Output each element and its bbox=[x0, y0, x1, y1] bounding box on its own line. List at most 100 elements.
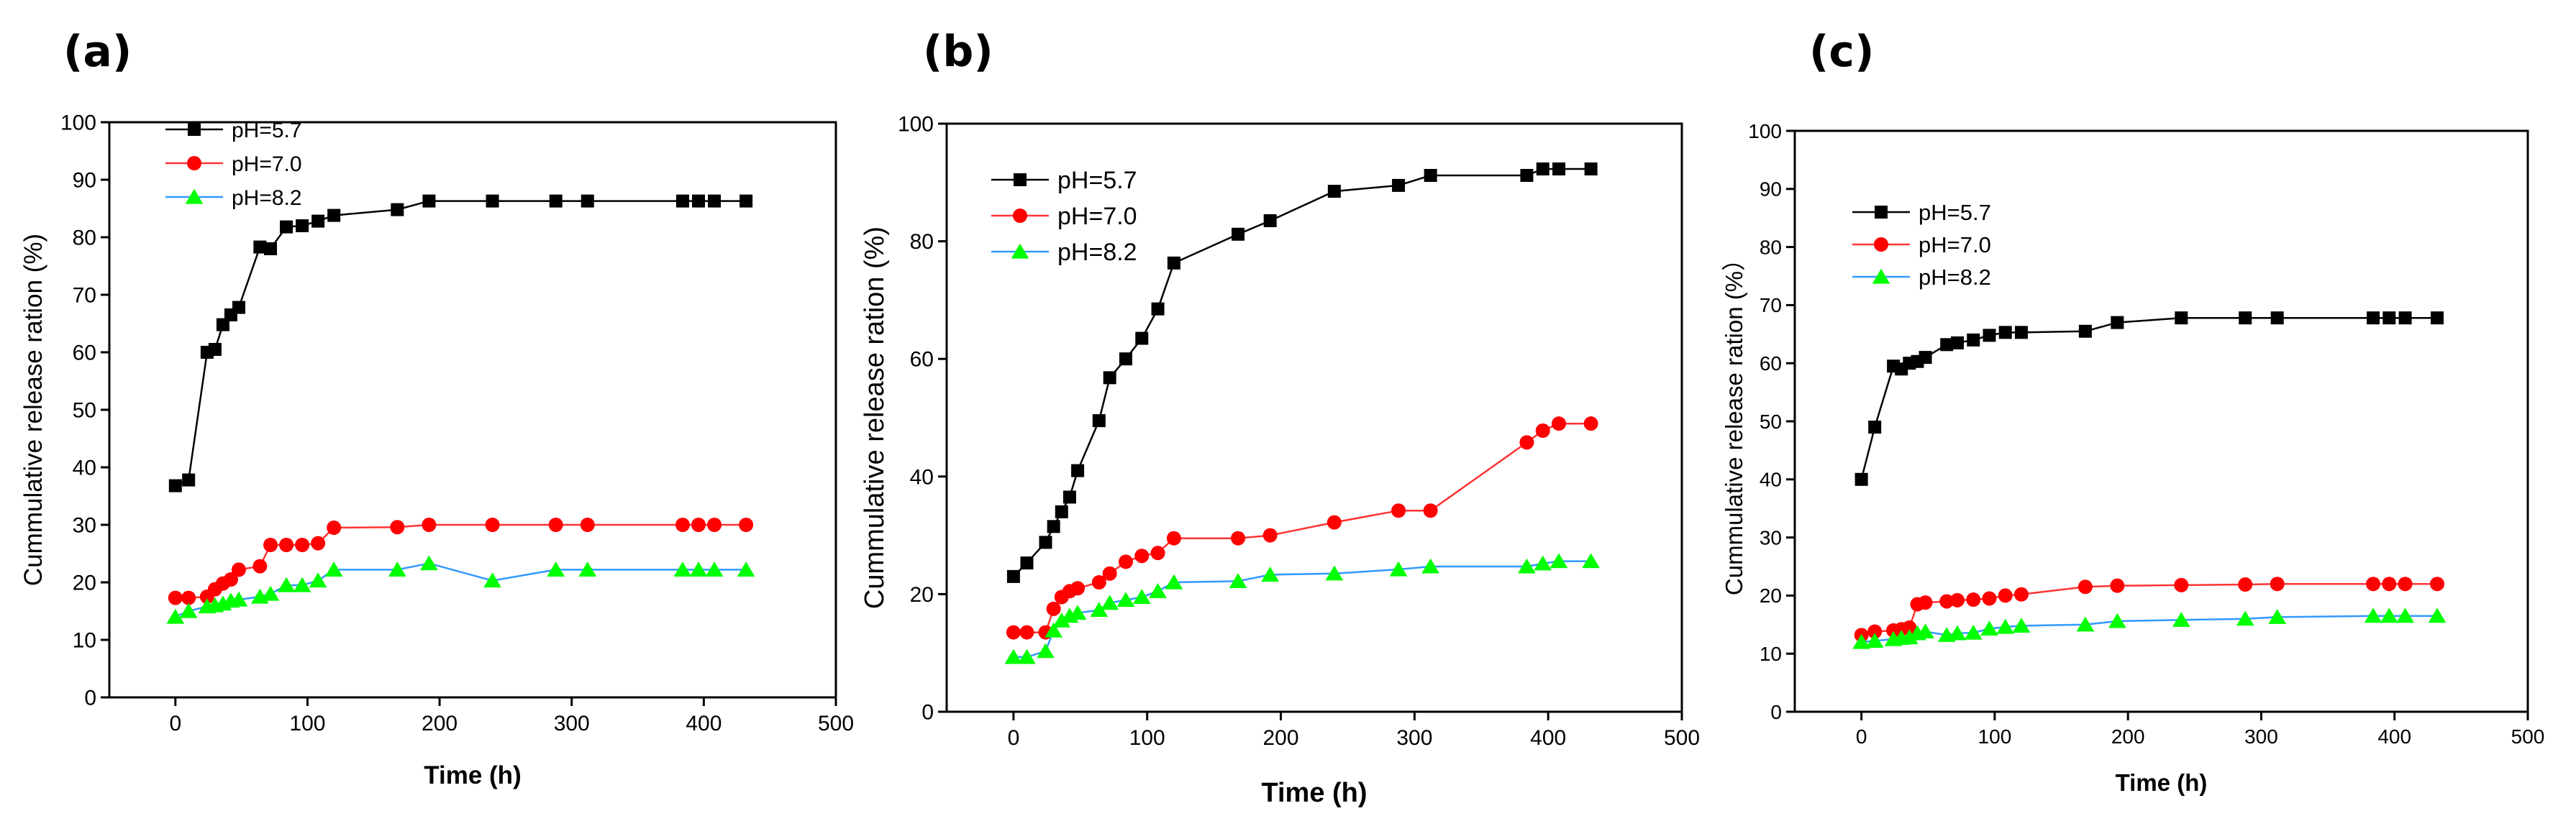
data-point bbox=[1037, 643, 1055, 659]
series-pH=8.2 bbox=[166, 555, 755, 624]
data-point bbox=[1006, 625, 1021, 640]
data-point bbox=[388, 561, 406, 577]
data-point bbox=[309, 572, 327, 588]
data-point bbox=[2382, 577, 2397, 592]
x-tick-label: 400 bbox=[2377, 725, 2411, 748]
y-tick-label: 0 bbox=[921, 701, 934, 725]
data-point bbox=[2268, 609, 2287, 624]
data-point bbox=[1044, 622, 1063, 638]
data-point bbox=[1055, 505, 1068, 518]
data-point bbox=[1047, 520, 1060, 533]
y-tick-label: 40 bbox=[1760, 469, 1782, 491]
data-point bbox=[1116, 592, 1135, 608]
series-pH=7.0 bbox=[1006, 416, 1598, 640]
y-tick-label: 30 bbox=[73, 514, 96, 538]
y-tick-label: 60 bbox=[910, 348, 934, 372]
data-point bbox=[280, 220, 293, 234]
data-point bbox=[1424, 168, 1437, 182]
panel-letter: (c) bbox=[1809, 27, 1874, 77]
data-point bbox=[1919, 351, 1932, 365]
data-point bbox=[1167, 256, 1180, 270]
data-point bbox=[293, 577, 311, 592]
data-point bbox=[2013, 587, 2029, 602]
data-point bbox=[581, 194, 594, 208]
x-tick-label: 500 bbox=[2511, 725, 2545, 748]
data-point bbox=[1134, 549, 1150, 564]
data-point bbox=[2396, 608, 2414, 623]
legend-marker bbox=[1011, 243, 1029, 259]
data-point bbox=[739, 518, 754, 532]
legend-marker bbox=[1014, 173, 1027, 186]
data-point bbox=[391, 203, 404, 216]
x-tick-label: 100 bbox=[1978, 725, 2012, 748]
data-point bbox=[2367, 311, 2380, 325]
x-tick-label: 500 bbox=[818, 712, 854, 735]
y-tick-label: 100 bbox=[60, 111, 96, 135]
data-point bbox=[1950, 592, 1965, 608]
chart-panel-a: (a) 0 10 20 30 40 50 60 70 80 90 100 0 100 200 300 400 50… bbox=[19, 27, 854, 789]
data-point bbox=[252, 559, 268, 574]
data-point bbox=[1948, 625, 1967, 641]
data-point bbox=[2175, 311, 2188, 325]
legend: pH=5.7 pH=7.0 pH=8.2 bbox=[1852, 200, 1991, 290]
data-point bbox=[708, 194, 722, 208]
data-point bbox=[1996, 618, 2015, 634]
chart-panel-c: (c) 0 10 20 30 40 50 60 70 80 90 100 0 100 200 300 400 50… bbox=[1721, 27, 2544, 796]
y-axis-label: Cummulative release ration (%) bbox=[19, 234, 47, 586]
series-line bbox=[1013, 422, 1591, 633]
data-point bbox=[1091, 575, 1106, 590]
data-point bbox=[2078, 324, 2092, 338]
data-point bbox=[548, 518, 563, 532]
data-point bbox=[739, 194, 753, 208]
x-tick-label: 300 bbox=[2244, 725, 2278, 748]
y-tick-label: 80 bbox=[73, 226, 96, 250]
y-tick-label: 100 bbox=[1748, 120, 1782, 142]
data-point bbox=[420, 555, 438, 571]
data-point bbox=[1980, 620, 1998, 636]
x-axis-label: Time (h) bbox=[1261, 778, 1367, 808]
legend-label: pH=5.7 bbox=[1057, 167, 1137, 194]
data-point bbox=[737, 561, 755, 577]
data-point bbox=[1039, 536, 1052, 549]
y-tick-label: 50 bbox=[1760, 411, 1782, 433]
data-point bbox=[1389, 561, 1408, 577]
legend-label: pH=5.7 bbox=[232, 119, 302, 142]
data-point bbox=[1018, 648, 1036, 664]
y-tick-label: 90 bbox=[73, 169, 96, 193]
data-point bbox=[1939, 594, 1954, 609]
x-tick-label: 0 bbox=[1856, 725, 1867, 748]
data-point bbox=[166, 608, 185, 624]
data-point bbox=[1423, 503, 1438, 518]
x-axis-label: Time (h) bbox=[2116, 769, 2208, 796]
data-point bbox=[327, 208, 341, 222]
y-tick-label: 80 bbox=[1760, 236, 1782, 258]
data-point bbox=[1062, 490, 1076, 504]
legend-marker bbox=[1874, 237, 1888, 252]
legend-label: pH=8.2 bbox=[232, 186, 302, 210]
data-point bbox=[1584, 162, 1598, 175]
data-point bbox=[1852, 633, 1871, 649]
y-tick-label: 20 bbox=[1760, 585, 1782, 607]
data-point bbox=[1421, 558, 1440, 574]
data-point bbox=[1520, 168, 1534, 182]
data-point bbox=[1940, 338, 1954, 352]
data-point bbox=[578, 561, 597, 577]
data-point bbox=[1103, 371, 1116, 385]
series-pH=5.7 bbox=[1006, 162, 1598, 583]
data-point bbox=[1004, 648, 1023, 664]
data-point bbox=[311, 214, 325, 228]
chart-panel-b: (b) 0 20 40 60 80 100 0 100 200 300 400 500 Time (h) C… bbox=[860, 27, 1700, 808]
legend-label: pH=8.2 bbox=[1919, 265, 1991, 290]
data-point bbox=[1006, 569, 1020, 583]
data-point bbox=[1998, 588, 2013, 603]
data-point bbox=[182, 473, 196, 487]
data-point bbox=[2076, 616, 2095, 632]
data-point bbox=[1519, 435, 1534, 450]
data-point bbox=[327, 521, 342, 535]
data-point bbox=[179, 602, 198, 618]
legend-label: pH=7.0 bbox=[1057, 203, 1137, 230]
data-point bbox=[422, 194, 436, 208]
y-tick-label: 80 bbox=[910, 230, 934, 254]
data-point bbox=[689, 561, 708, 577]
